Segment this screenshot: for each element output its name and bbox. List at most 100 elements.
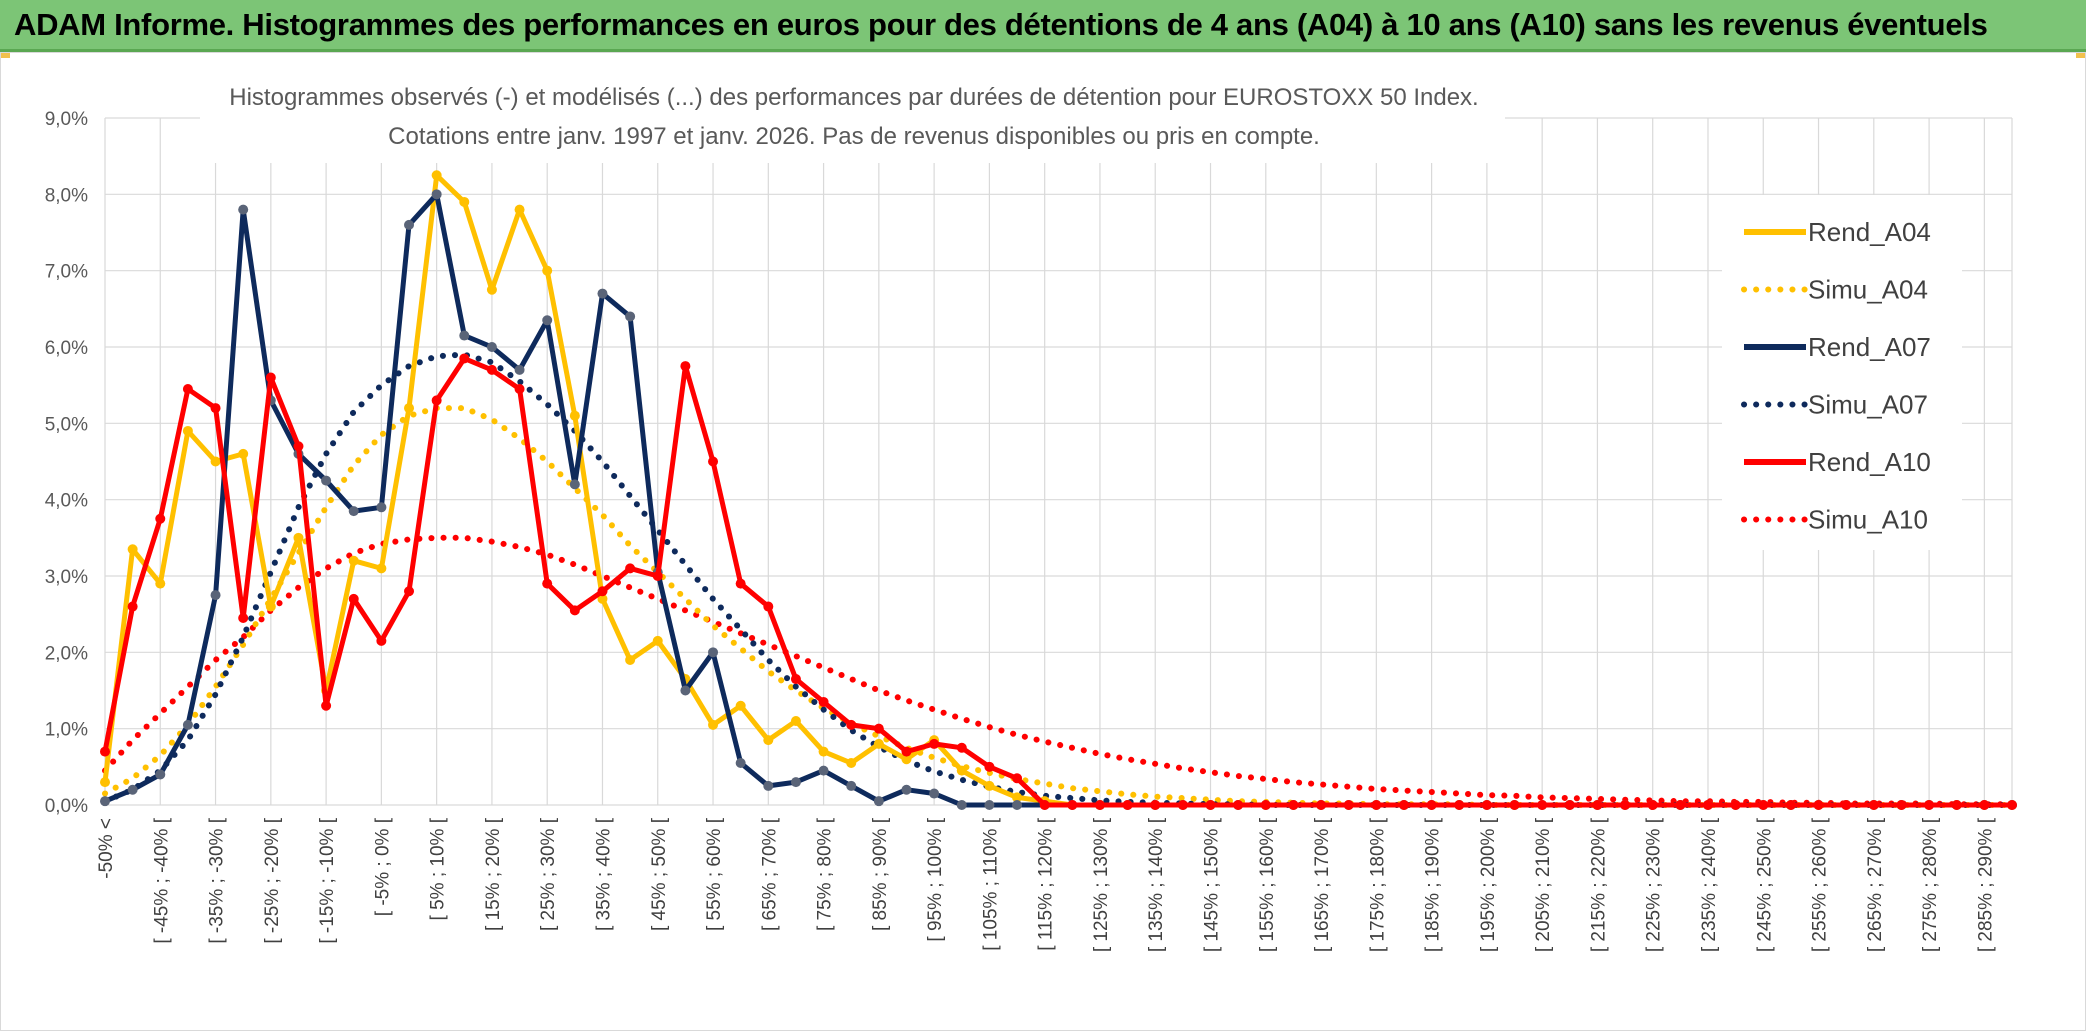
x-tick-label: [ 105% ; 110% [: [980, 817, 1001, 950]
point-rend-a10: [708, 456, 719, 467]
point-rend-a10: [1979, 800, 1990, 810]
point-rend-a10: [873, 723, 884, 734]
title-backdrop: [200, 78, 1505, 163]
point-rend-a04: [569, 410, 580, 421]
point-rend-a07: [901, 784, 912, 795]
x-tick-label: [ 275% ; 280% [: [1920, 817, 1941, 952]
point-rend-a10: [1233, 800, 1244, 810]
chart-title: Histogrammes observés (-) et modélisés (…: [229, 84, 1478, 111]
x-tick-label: [ 45% ; 50% [: [649, 817, 670, 931]
legend-label-rend-a04: Rend_A04: [1808, 217, 1931, 247]
legend-box: [1722, 195, 1962, 550]
point-rend-a07: [459, 330, 470, 341]
point-rend-a10: [846, 719, 857, 730]
point-rend-a07: [127, 784, 138, 795]
point-rend-a04: [901, 754, 912, 765]
x-tick-label: [ -5% ; 0% [: [372, 817, 393, 916]
x-tick-label: [ 95% ; 100% [: [925, 817, 946, 941]
point-rend-a04: [238, 448, 249, 459]
point-rend-a10: [486, 364, 497, 375]
point-rend-a07: [404, 219, 415, 230]
x-tick-label: [ 225% ; 230% [: [1644, 817, 1665, 952]
point-rend-a10: [1343, 800, 1354, 810]
point-rend-a10: [1288, 800, 1299, 810]
point-rend-a07: [100, 796, 110, 807]
point-rend-a10: [1481, 800, 1492, 810]
point-rend-a04: [293, 532, 304, 543]
point-rend-a10: [901, 746, 912, 757]
point-rend-a04: [790, 716, 801, 727]
point-rend-a07: [569, 479, 580, 490]
point-rend-a04: [514, 204, 525, 215]
corner-mark-left: [0, 52, 10, 58]
point-rend-a07: [348, 506, 359, 517]
legend: Rend_A04 Simu_A04 Rend_A07 Simu_A07 Rend_A10…: [1722, 195, 1962, 550]
point-rend-a04: [984, 780, 995, 791]
point-rend-a04: [542, 265, 553, 276]
x-tick-label: [ 125% ; 130% [: [1091, 817, 1112, 952]
point-rend-a04: [846, 758, 857, 769]
point-rend-a04: [597, 593, 608, 604]
point-rend-a10: [1785, 800, 1796, 810]
point-rend-a07: [873, 796, 884, 807]
point-rend-a07: [597, 288, 608, 299]
y-tick-label: 4,0%: [45, 491, 88, 512]
series-layer: [100, 170, 2017, 810]
point-rend-a04: [652, 635, 663, 646]
x-tick-label: [ 155% ; 160% [: [1257, 817, 1278, 952]
y-axis-ticks: 0,0% 1,0% 2,0% 3,0% 4,0% 5,0% 6,0% 7,0% 8,0% 9,0%: [45, 109, 88, 817]
x-tick-label: [ 255% ; 260% [: [1810, 817, 1831, 952]
corner-mark-right: [2076, 52, 2086, 58]
x-tick-label: [ 15% ; 20% [: [483, 817, 504, 931]
point-rend-a07: [790, 777, 801, 788]
point-rend-a10: [459, 353, 470, 364]
point-rend-a04: [404, 403, 415, 414]
point-rend-a04: [431, 170, 442, 181]
point-rend-a07: [680, 685, 691, 696]
point-rend-a10: [542, 578, 553, 589]
point-rend-a10: [1702, 800, 1713, 810]
point-rend-a07: [238, 204, 249, 215]
point-rend-a10: [1039, 800, 1050, 810]
point-rend-a10: [735, 578, 746, 589]
point-rend-a10: [597, 586, 608, 597]
x-tick-label: [ 55% ; 60% [: [704, 817, 725, 931]
point-rend-a04: [735, 700, 746, 711]
point-rend-a07: [486, 342, 497, 352]
point-rend-a10: [1951, 800, 1962, 810]
point-rend-a10: [1675, 800, 1686, 810]
point-rend-a07: [321, 475, 332, 486]
x-tick-label: [ -45% ; -40% [: [151, 817, 172, 943]
point-rend-a04: [376, 563, 387, 574]
point-rend-a10: [763, 601, 774, 612]
point-rend-a10: [265, 372, 276, 383]
line-simu-a04: [102, 405, 2015, 808]
point-rend-a10: [652, 571, 663, 581]
point-rend-a10: [1647, 800, 1658, 810]
report-banner: ADAM Informe. Histogrammes des performan…: [0, 0, 2086, 52]
point-rend-a10: [569, 605, 580, 616]
point-rend-a10: [1924, 800, 1935, 810]
point-rend-a10: [984, 761, 995, 772]
x-tick-label: [ 205% ; 210% [: [1533, 817, 1554, 952]
x-tick-label: [ 145% ; 150% [: [1202, 817, 1223, 952]
point-rend-a10: [210, 403, 221, 414]
series-simu-a04: [102, 405, 2015, 808]
point-rend-a07: [818, 765, 829, 776]
point-rend-a10: [1426, 800, 1437, 810]
report-title: ADAM Informe. Histogrammes des performan…: [14, 7, 1988, 42]
point-rend-a07: [182, 719, 193, 730]
point-rend-a10: [929, 738, 940, 749]
x-tick-label: -50% <: [96, 818, 117, 879]
point-rend-a10: [1371, 800, 1382, 810]
point-rend-a10: [680, 361, 691, 372]
line-simu-a10: [102, 534, 2015, 808]
point-rend-a10: [1620, 800, 1631, 810]
point-rend-a04: [486, 284, 497, 295]
x-tick-label: [ 135% ; 140% [: [1146, 817, 1167, 952]
line-rend-a10: [102, 356, 2012, 808]
point-rend-a04: [873, 738, 884, 749]
point-rend-a04: [708, 719, 719, 730]
point-rend-a10: [1868, 800, 1879, 810]
